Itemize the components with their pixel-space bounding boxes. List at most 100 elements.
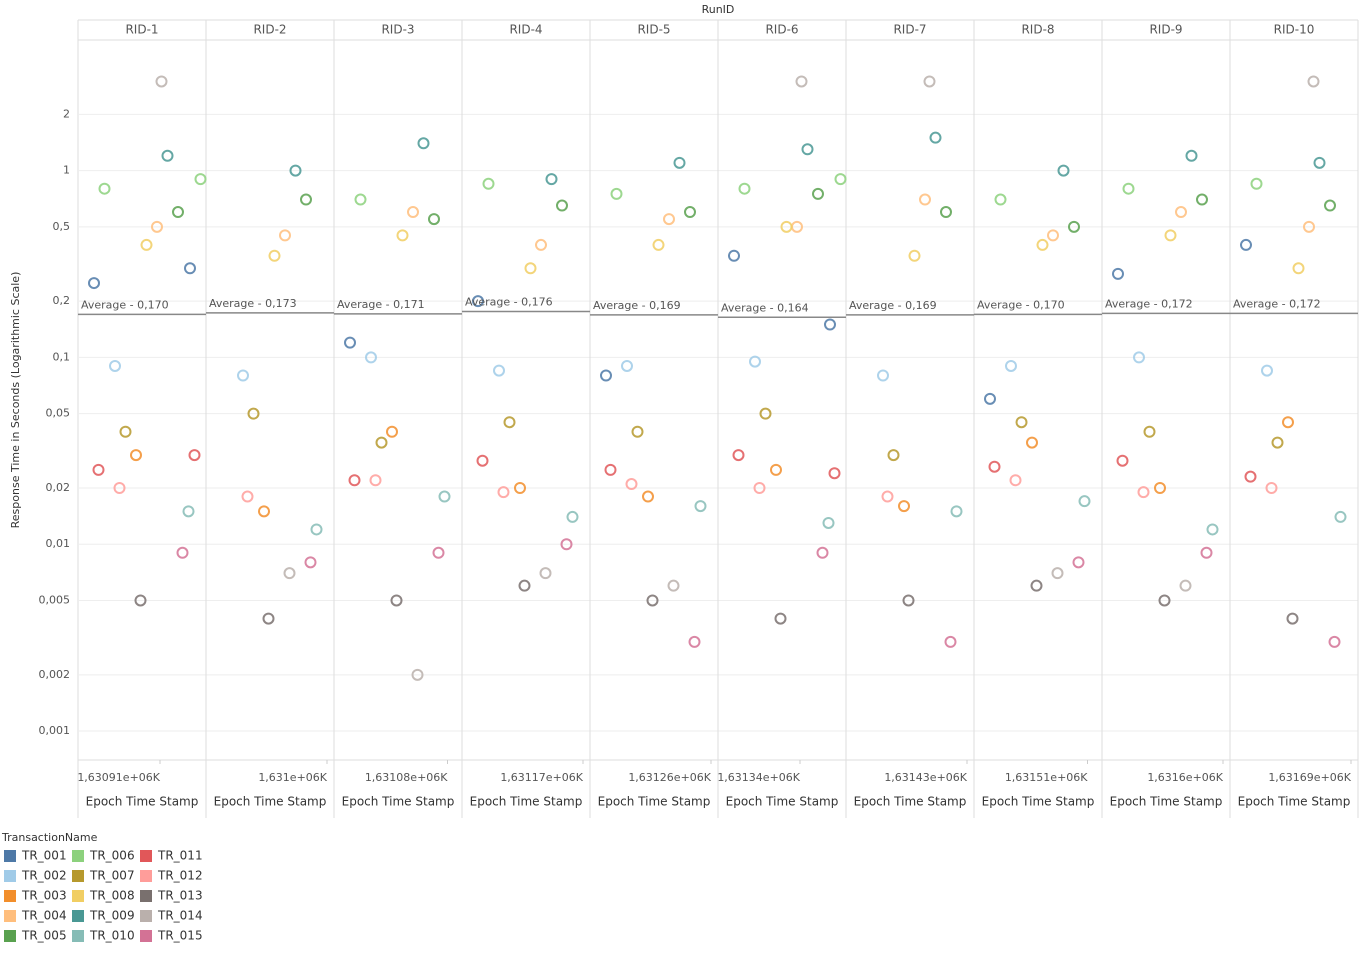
- point: [1122, 182, 1135, 195]
- legend-swatch: [4, 910, 16, 922]
- point: [428, 213, 440, 226]
- chart-title: RunID: [702, 3, 735, 16]
- point: [988, 460, 1001, 473]
- point: [902, 594, 915, 607]
- legend-label: TR_011: [157, 849, 203, 863]
- point: [673, 156, 686, 169]
- point: [482, 177, 495, 190]
- panel-label: RID-10: [1274, 23, 1315, 37]
- point: [472, 295, 484, 308]
- point: [503, 416, 516, 429]
- point: [113, 481, 126, 494]
- point: [182, 505, 195, 518]
- point: [1143, 425, 1156, 438]
- point: [109, 359, 121, 372]
- point: [1185, 149, 1198, 162]
- point: [774, 612, 787, 625]
- point: [1116, 454, 1129, 467]
- average-label: Average - 0,164: [721, 301, 809, 314]
- x-axis-label: Epoch Time Stamp: [470, 795, 583, 809]
- point: [816, 546, 829, 559]
- point: [237, 369, 249, 382]
- point: [652, 238, 665, 251]
- point: [881, 490, 894, 503]
- point: [749, 355, 761, 368]
- point: [476, 454, 489, 467]
- legend-label: TR_009: [89, 909, 135, 923]
- legend-swatch: [4, 870, 16, 882]
- point: [497, 486, 510, 499]
- point: [1261, 364, 1273, 377]
- point: [151, 220, 163, 233]
- x-axis-label: Epoch Time Stamp: [982, 795, 1095, 809]
- average-label: Average - 0,171: [337, 298, 425, 311]
- point: [1068, 220, 1080, 233]
- legend-swatch: [140, 870, 152, 882]
- point: [1030, 579, 1043, 592]
- x-axis-label: Epoch Time Stamp: [342, 795, 455, 809]
- point: [610, 187, 623, 200]
- point: [753, 481, 766, 494]
- point: [1328, 635, 1341, 648]
- point: [728, 249, 740, 262]
- x-axis-label: Epoch Time Stamp: [1238, 795, 1351, 809]
- legend-label: TR_006: [89, 849, 135, 863]
- point: [1175, 206, 1187, 219]
- legend-label: TR_015: [157, 929, 203, 943]
- point: [1057, 164, 1070, 177]
- average-label: Average - 0,172: [1105, 297, 1193, 310]
- point: [1286, 612, 1299, 625]
- legend-swatch: [140, 890, 152, 902]
- point: [684, 206, 696, 219]
- y-tick-label: 1: [63, 164, 70, 177]
- point: [354, 193, 367, 206]
- legend-swatch: [140, 850, 152, 862]
- point: [1271, 436, 1284, 449]
- point: [898, 500, 910, 513]
- point: [155, 75, 168, 88]
- panel-label: RID-5: [637, 23, 670, 37]
- point: [1292, 262, 1305, 275]
- x-axis-label: Epoch Time Stamp: [1110, 795, 1223, 809]
- point: [1072, 556, 1085, 569]
- x-tick-label: 1,63134e+06K: [717, 771, 800, 784]
- point: [908, 249, 921, 262]
- y-tick-label: 0,05: [46, 407, 71, 420]
- panel-label: RID-6: [765, 23, 798, 37]
- point: [1078, 495, 1091, 508]
- x-tick-label: 1,63126e+06K: [628, 771, 711, 784]
- point: [1200, 546, 1213, 559]
- point: [396, 229, 409, 242]
- panel-label: RID-3: [381, 23, 414, 37]
- point: [407, 206, 419, 219]
- point: [1307, 75, 1320, 88]
- panel-label: RID-7: [893, 23, 926, 37]
- legend-label: TR_013: [157, 889, 203, 903]
- point: [1154, 481, 1166, 494]
- legend-label: TR_010: [89, 929, 135, 943]
- point: [417, 137, 430, 150]
- point: [646, 594, 659, 607]
- x-tick-label: 1,63151e+06K: [1005, 771, 1088, 784]
- point: [940, 206, 952, 219]
- point: [694, 500, 707, 513]
- point: [119, 425, 132, 438]
- point: [98, 182, 111, 195]
- legend-swatch: [72, 850, 84, 862]
- point: [1265, 481, 1278, 494]
- point: [812, 187, 824, 200]
- legend-label: TR_012: [157, 869, 203, 883]
- legend-swatch: [4, 850, 16, 862]
- legend-label: TR_001: [21, 849, 67, 863]
- point: [1282, 416, 1294, 429]
- point: [1196, 193, 1208, 206]
- point: [822, 516, 835, 529]
- point: [770, 463, 782, 476]
- point: [1250, 177, 1263, 190]
- point: [161, 149, 174, 162]
- x-tick-label: 1,63091e+06K: [77, 771, 160, 784]
- x-axis-label: Epoch Time Stamp: [214, 795, 327, 809]
- point: [188, 449, 201, 462]
- x-tick-label: 1,63143e+06K: [884, 771, 967, 784]
